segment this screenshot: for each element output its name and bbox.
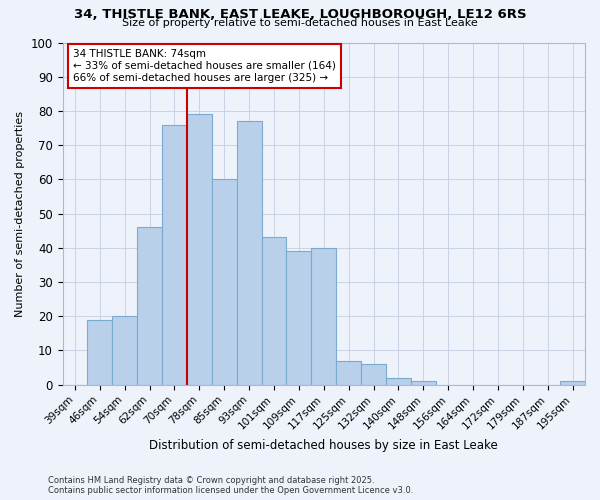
Bar bbox=[336, 360, 361, 384]
Text: 34 THISTLE BANK: 74sqm
← 33% of semi-detached houses are smaller (164)
66% of se: 34 THISTLE BANK: 74sqm ← 33% of semi-det… bbox=[73, 50, 336, 82]
Bar bbox=[286, 251, 311, 384]
Bar bbox=[560, 381, 585, 384]
Bar bbox=[162, 124, 187, 384]
X-axis label: Distribution of semi-detached houses by size in East Leake: Distribution of semi-detached houses by … bbox=[149, 440, 498, 452]
Bar bbox=[187, 114, 212, 384]
Bar bbox=[137, 227, 162, 384]
Bar bbox=[88, 320, 112, 384]
Bar bbox=[236, 121, 262, 384]
Text: Contains HM Land Registry data © Crown copyright and database right 2025.
Contai: Contains HM Land Registry data © Crown c… bbox=[48, 476, 413, 495]
Bar bbox=[386, 378, 411, 384]
Bar bbox=[411, 381, 436, 384]
Text: 34, THISTLE BANK, EAST LEAKE, LOUGHBOROUGH, LE12 6RS: 34, THISTLE BANK, EAST LEAKE, LOUGHBOROU… bbox=[74, 8, 526, 20]
Bar bbox=[361, 364, 386, 384]
Text: Size of property relative to semi-detached houses in East Leake: Size of property relative to semi-detach… bbox=[122, 18, 478, 28]
Bar bbox=[112, 316, 137, 384]
Bar bbox=[212, 180, 236, 384]
Bar bbox=[311, 248, 336, 384]
Bar bbox=[262, 238, 286, 384]
Y-axis label: Number of semi-detached properties: Number of semi-detached properties bbox=[15, 110, 25, 316]
